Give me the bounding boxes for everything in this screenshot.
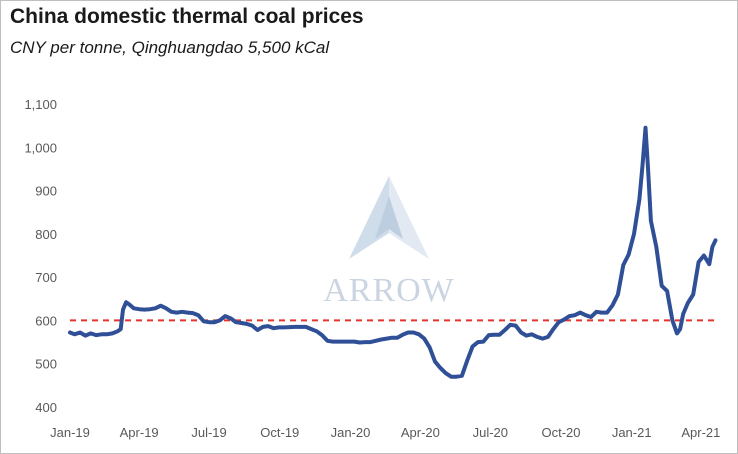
y-tick-label: 700 (35, 270, 57, 285)
y-tick-label: 400 (35, 400, 57, 415)
x-tick-label: Oct-20 (542, 425, 581, 440)
x-tick-label: Apr-21 (681, 425, 720, 440)
x-tick-label: Apr-19 (120, 425, 159, 440)
x-axis: Jan-19 Apr-19 Jul-19 Oct-19 Jan-20 Apr-20 Jul-… (50, 425, 720, 440)
watermark: ARROW (323, 176, 455, 309)
y-tick-label: 900 (35, 184, 57, 199)
y-axis: 400 500 600 700 800 900 1,000 1,100 (24, 97, 57, 415)
watermark-text: ARROW (323, 272, 455, 309)
x-tick-label: Jan-20 (331, 425, 371, 440)
x-tick-label: Jul-20 (473, 425, 508, 440)
x-tick-label: Oct-19 (260, 425, 299, 440)
chart-subtitle: CNY per tonne, Qinghuangdao 5,500 kCal (10, 38, 330, 57)
watermark-logo-center (375, 196, 403, 239)
x-tick-label: Apr-20 (401, 425, 440, 440)
y-tick-label: 500 (35, 357, 57, 372)
watermark-logo-right (389, 176, 429, 259)
x-tick-label: Jan-19 (50, 425, 90, 440)
watermark-logo-left (349, 176, 389, 259)
chart-title: China domestic thermal coal prices (10, 5, 364, 28)
price-series-line (68, 125, 718, 379)
x-tick-label: Jan-21 (612, 425, 652, 440)
y-tick-label: 800 (35, 227, 57, 242)
x-tick-label: Jul-19 (191, 425, 226, 440)
y-tick-label: 600 (35, 313, 57, 328)
y-tick-label: 1,000 (24, 140, 57, 155)
y-tick-label: 1,100 (24, 97, 57, 112)
